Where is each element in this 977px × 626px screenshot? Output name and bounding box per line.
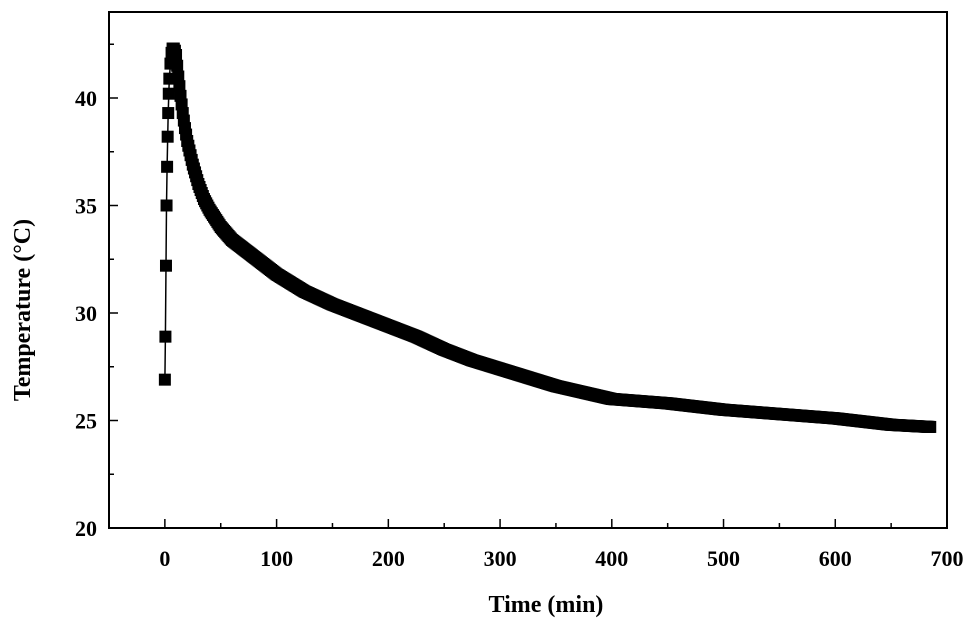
- data-point: [162, 107, 175, 120]
- y-tick-label: 20: [75, 516, 97, 541]
- data-point: [172, 70, 185, 83]
- data-point: [924, 420, 937, 433]
- x-tick-label: 500: [707, 546, 740, 571]
- data-point: [170, 49, 183, 61]
- series-polyline: [164, 47, 931, 428]
- series-line: [164, 47, 931, 428]
- x-tick-label: 100: [260, 546, 293, 571]
- x-axis-ticks: 0 100 200 300 400 500 600 700: [159, 519, 964, 571]
- y-tick-label: 40: [75, 86, 97, 111]
- x-tick-label: 700: [931, 546, 964, 571]
- data-point: [161, 130, 174, 143]
- x-tick-label: 200: [372, 546, 405, 571]
- data-point: [173, 80, 186, 93]
- y-tick-label: 35: [75, 194, 97, 219]
- data-point: [160, 199, 173, 212]
- y-tick-label: 30: [75, 301, 97, 326]
- data-point: [171, 59, 184, 72]
- data-point: [162, 87, 175, 100]
- series-points: [158, 42, 937, 433]
- x-tick-label: 400: [595, 546, 628, 571]
- y-axis-label: Temperature (°C): [10, 219, 36, 401]
- y-axis-ticks: 20 25 30 35 40: [75, 43, 118, 541]
- x-tick-label: 300: [484, 546, 517, 571]
- plot-frame: [108, 11, 948, 529]
- data-point: [161, 160, 174, 173]
- data-point: [159, 259, 172, 272]
- y-tick-label: 25: [75, 409, 97, 434]
- x-tick-label: 600: [819, 546, 852, 571]
- data-point: [158, 373, 171, 386]
- data-point: [159, 330, 172, 343]
- x-tick-label: 0: [159, 546, 170, 571]
- x-axis-label: Time (min): [489, 592, 604, 618]
